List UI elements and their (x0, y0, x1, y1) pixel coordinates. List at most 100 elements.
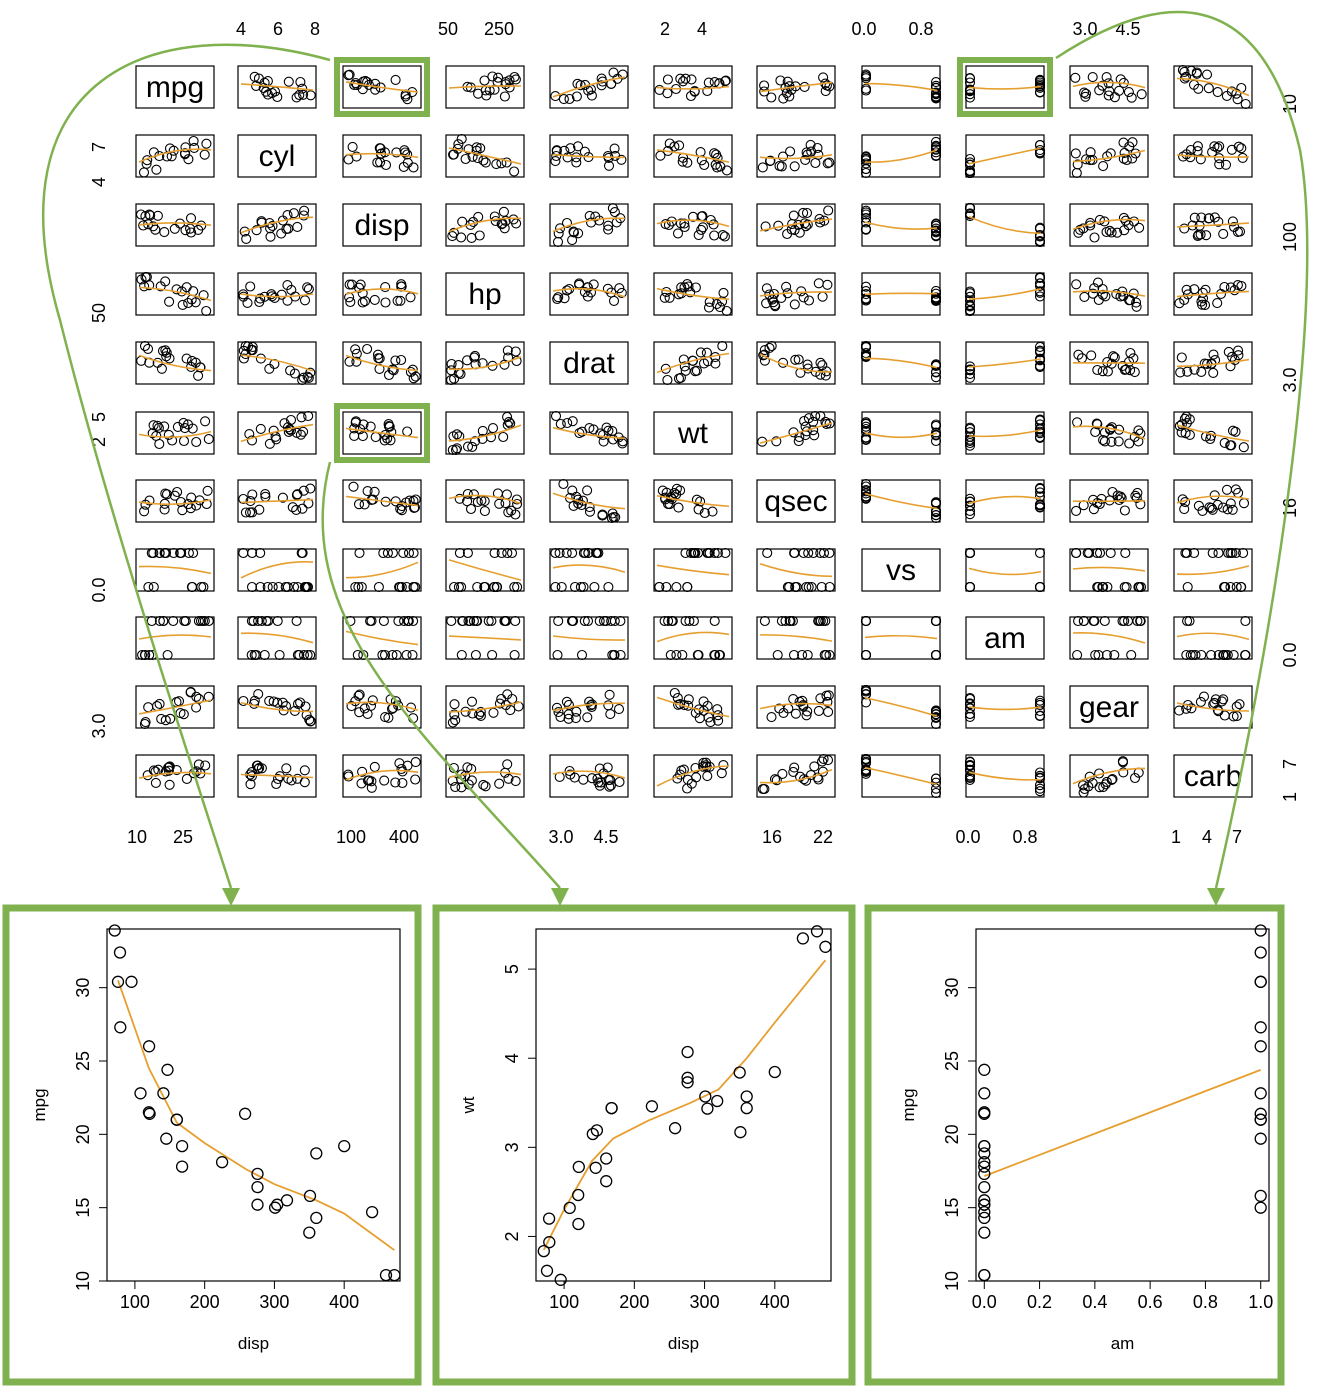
matrix-point (775, 75, 786, 86)
matrix-panel-vs-vs-qsec (756, 547, 836, 593)
matrix-point (555, 418, 566, 430)
matrix-point (489, 581, 500, 593)
matrix-point (251, 760, 262, 771)
matrix-point (860, 478, 872, 490)
diagonal-label-mpg: mpg (146, 71, 204, 104)
matrix-point (930, 497, 942, 508)
bottom-tick-disp-100: 100 (336, 827, 366, 847)
matrix-point (772, 649, 783, 661)
matrix-point (1105, 547, 1116, 559)
matrix-point (502, 345, 513, 356)
matrix-smoother (1176, 154, 1250, 158)
matrix-point (709, 77, 720, 88)
matrix-smoother (759, 81, 833, 93)
matrix-smoother (240, 293, 314, 298)
matrix-point (1196, 366, 1207, 377)
matrix-point (860, 434, 872, 445)
matrix-point (761, 298, 772, 309)
matrix-point (1097, 80, 1108, 91)
matrix-point (487, 71, 498, 82)
matrix-point (456, 782, 467, 793)
matrix-panel-mpg-vs-gear (1069, 65, 1149, 109)
matrix-point (964, 159, 976, 170)
matrix-point (189, 142, 200, 153)
matrix-point (1193, 500, 1204, 511)
matrix-point (499, 91, 510, 102)
matrix-point (478, 779, 489, 790)
left-tick-gear-3: 3.0 (89, 713, 109, 738)
matrix-point (139, 340, 151, 352)
matrix-point (509, 166, 520, 177)
matrix-point (253, 615, 264, 627)
matrix-point (395, 503, 406, 514)
matrix-point (677, 649, 688, 661)
matrix-point (198, 581, 209, 593)
matrix-panel-am-vs-drat (549, 615, 629, 661)
matrix-point (291, 615, 302, 627)
matrix-point (1219, 437, 1230, 448)
y-tick-label: 30 (73, 978, 93, 998)
matrix-point (349, 79, 360, 91)
matrix-point (1227, 504, 1238, 515)
matrix-panel-qsec-vs-drat (549, 478, 629, 524)
matrix-point (930, 512, 942, 524)
matrix-point (485, 432, 497, 443)
panel-frame (965, 685, 1045, 729)
matrix-point (299, 205, 310, 216)
matrix-point (860, 205, 872, 216)
y-tick-label: 10 (942, 1271, 962, 1291)
data-point (978, 1160, 991, 1173)
matrix-point (503, 773, 514, 784)
matrix-point (675, 372, 686, 383)
panel-frame (965, 548, 1045, 592)
matrix-panel-carb-vs-cyl (237, 754, 317, 798)
matrix-point (590, 211, 601, 222)
matrix-smoother (138, 286, 212, 302)
matrix-point (703, 77, 714, 88)
matrix-smoother (240, 498, 314, 504)
matrix-point (181, 353, 192, 364)
matrix-point (1118, 137, 1129, 148)
matrix-point (1131, 301, 1142, 312)
matrix-point (1034, 432, 1046, 443)
panel-frame (342, 203, 422, 247)
matrix-point (1204, 213, 1215, 224)
matrix-point (790, 354, 801, 365)
matrix-point (802, 359, 813, 370)
matrix-point (1186, 65, 1197, 76)
data-point (978, 1205, 991, 1219)
matrix-point (819, 649, 830, 661)
top-tick-vs-0: 0.0 (851, 19, 876, 39)
matrix-point (492, 581, 503, 593)
matrix-point (494, 498, 505, 509)
matrix-point (615, 615, 626, 627)
arrow-curve (1055, 10, 1309, 889)
data-point (819, 940, 832, 953)
matrix-point (1181, 284, 1192, 295)
matrix-panel-carb-vs-disp (342, 754, 422, 798)
matrix-point (380, 159, 392, 171)
matrix-panel-am-vs-mpg (135, 615, 215, 661)
matrix-point (776, 615, 787, 627)
matrix-smoother (968, 85, 1042, 90)
matrix-point (682, 783, 693, 794)
matrix-point (553, 707, 564, 718)
matrix-point (582, 485, 593, 496)
matrix-point (669, 687, 680, 699)
matrix-point (277, 697, 288, 708)
matrix-point (709, 649, 720, 661)
matrix-point (489, 211, 500, 222)
matrix-point (164, 296, 175, 307)
matrix-point (183, 297, 194, 309)
matrix-point (1034, 483, 1046, 494)
matrix-panel-hp-vs-disp (342, 272, 422, 316)
matrix-point (253, 689, 264, 700)
matrix-panel-vs-vs-hp (445, 547, 525, 593)
data-point (590, 1124, 604, 1137)
matrix-point (692, 547, 704, 559)
data-point (600, 1152, 613, 1165)
matrix-point (720, 75, 731, 86)
matrix-point (930, 372, 942, 383)
matrix-point (1070, 547, 1082, 559)
y-tick-label: 5 (502, 964, 522, 974)
